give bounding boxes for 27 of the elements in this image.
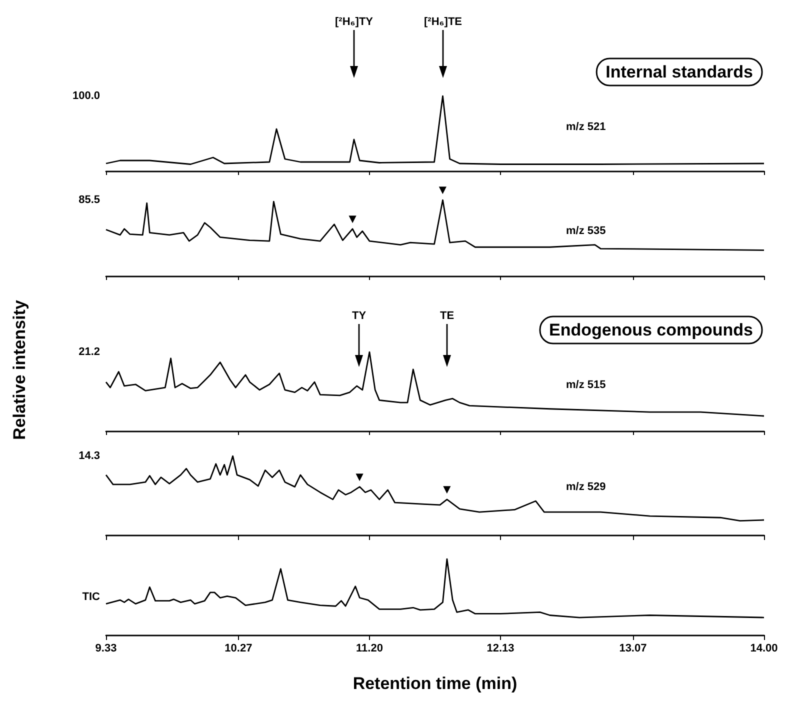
x-tick-label: 13.07: [619, 642, 647, 654]
text: TIC: [82, 591, 100, 603]
text: [²H₆]TY: [335, 16, 374, 28]
x-axis-title: Retention time (min): [352, 674, 518, 693]
annotation: ▼: [353, 468, 366, 484]
x-tick-label: 9.33: [95, 642, 117, 654]
text: TY: [352, 310, 367, 322]
x-tick-label: 14.00: [750, 642, 778, 654]
text: TE: [440, 310, 454, 322]
annotation: m/z 521: [566, 121, 606, 133]
x-tick-label: 11.20: [356, 642, 383, 654]
x-tick-label: 12.13: [486, 642, 514, 654]
x-tick-label: 10.27: [224, 642, 252, 654]
annotation: ▼: [346, 210, 360, 226]
text: [²H₆]TE: [424, 16, 462, 28]
text: Internal standards: [606, 62, 753, 82]
annotation: m/z 515: [566, 379, 606, 391]
text: 100.0: [72, 90, 100, 102]
annotation: m/z 529: [566, 481, 606, 493]
annotation: m/z 535: [566, 225, 606, 237]
y-axis-title: Relative intensity: [10, 300, 30, 440]
annotation: ▼: [440, 481, 454, 496]
text: Endogenous compounds: [549, 320, 753, 340]
text: 21.2: [78, 346, 100, 358]
text: 85.5: [78, 194, 100, 206]
text: 14.3: [78, 450, 100, 462]
annotation: ▼: [436, 182, 450, 197]
